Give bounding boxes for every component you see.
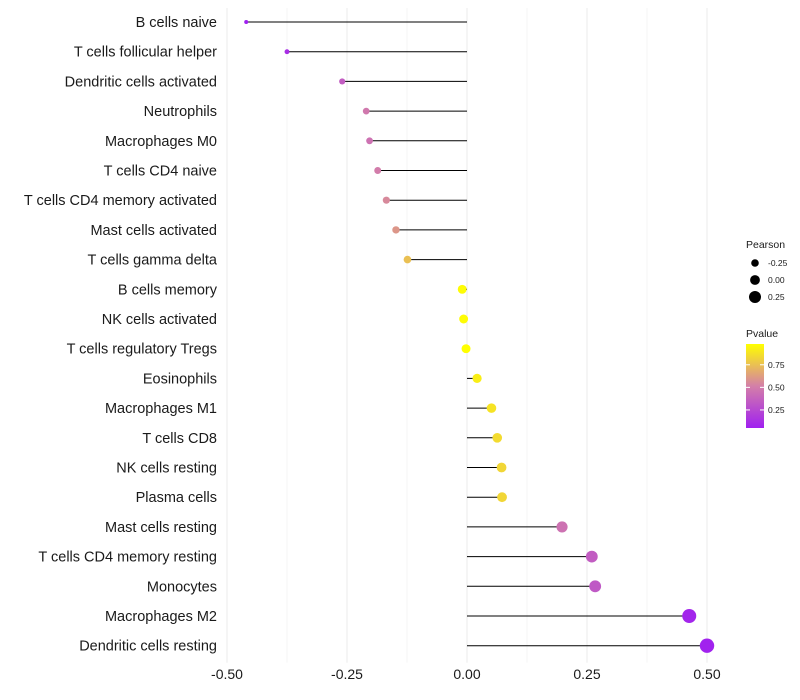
lollipop-point [362,107,370,115]
point-layer [244,20,715,653]
lollipop-point [589,580,602,593]
stem-layer [246,21,707,647]
category-label: Eosinophils [143,371,217,387]
size-legend-dot [750,275,760,285]
category-label: T cells CD4 memory resting [38,550,217,566]
category-label: T cells gamma delta [88,253,218,269]
color-legend-label: 0.25 [768,405,785,415]
grid-layer [226,8,708,663]
lollipop-point [339,78,346,85]
category-label: NK cells activated [102,312,217,328]
size-legend-label: -0.25 [768,258,788,268]
category-label: T cells regulatory Tregs [67,342,217,358]
lollipop-point [497,492,507,503]
lollipop-point [459,314,469,324]
lollipop-point [556,521,568,533]
size-legend-label: 0.00 [768,275,785,285]
category-labels: B cells naive T cells follicular helper De… [24,15,218,655]
category-label: Dendritic cells activated [65,74,217,90]
x-tick-label: -0.25 [331,666,363,682]
x-tick-label: 0.50 [693,666,720,682]
lollipop-point [382,196,390,204]
category-label: Plasma cells [136,490,217,506]
size-legend-dot [751,259,759,267]
color-legend-items: 0.75 0.50 0.25 [746,360,785,415]
lollipop-point [374,167,382,174]
x-tick-label: 0.00 [453,666,480,682]
category-label: T cells CD8 [142,431,217,447]
color-legend-title: Pvalue [746,328,778,340]
lollipop-point [403,255,412,264]
x-tick-label: 0.25 [573,666,600,682]
lollipop-point [392,226,400,234]
category-label: Macrophages M1 [105,401,217,417]
category-label: Mast cells activated [90,223,217,239]
lollipop-point [682,609,697,623]
color-legend-label: 0.50 [768,382,785,392]
category-label: Mast cells resting [105,520,217,536]
lollipop-point [496,462,507,473]
size-legend-items: -0.25 0.00 0.25 [749,258,788,303]
pvalue-colorbar [746,344,764,428]
category-label: Macrophages M2 [105,609,217,625]
category-label: Neutrophils [144,104,217,120]
lollipop-point [486,403,497,413]
lollipop-point [366,137,373,145]
size-legend-title: Pearson [746,239,785,251]
lollipop-point [284,49,290,55]
category-label: Dendritic cells resting [79,639,217,655]
lollipop-point [457,284,467,294]
category-label: Macrophages M0 [105,134,217,150]
size-legend-label: 0.25 [768,292,785,302]
color-legend-label: 0.75 [768,360,785,370]
lollipop-point [472,373,482,384]
size-legend-dot [749,291,761,303]
lollipop-point [585,550,598,563]
legend: Pearson -0.25 0.00 0.25 Pvalue 0.75 0.50 0.2… [746,239,788,428]
category-label: B cells naive [136,15,217,31]
x-tick-label: -0.50 [211,666,243,682]
lollipop-point [699,638,715,653]
category-label: NK cells resting [116,461,217,477]
lollipop-point [461,344,471,354]
category-label: B cells memory [118,282,218,298]
category-label: T cells CD4 naive [104,164,217,180]
lollipop-point [244,20,249,24]
x-axis-ticks: -0.50 -0.25 0.00 0.25 0.50 [211,666,721,682]
category-label: T cells CD4 memory activated [24,193,217,209]
category-label: Monocytes [147,579,217,595]
category-label: T cells follicular helper [74,45,217,61]
lollipop-point [492,432,503,443]
